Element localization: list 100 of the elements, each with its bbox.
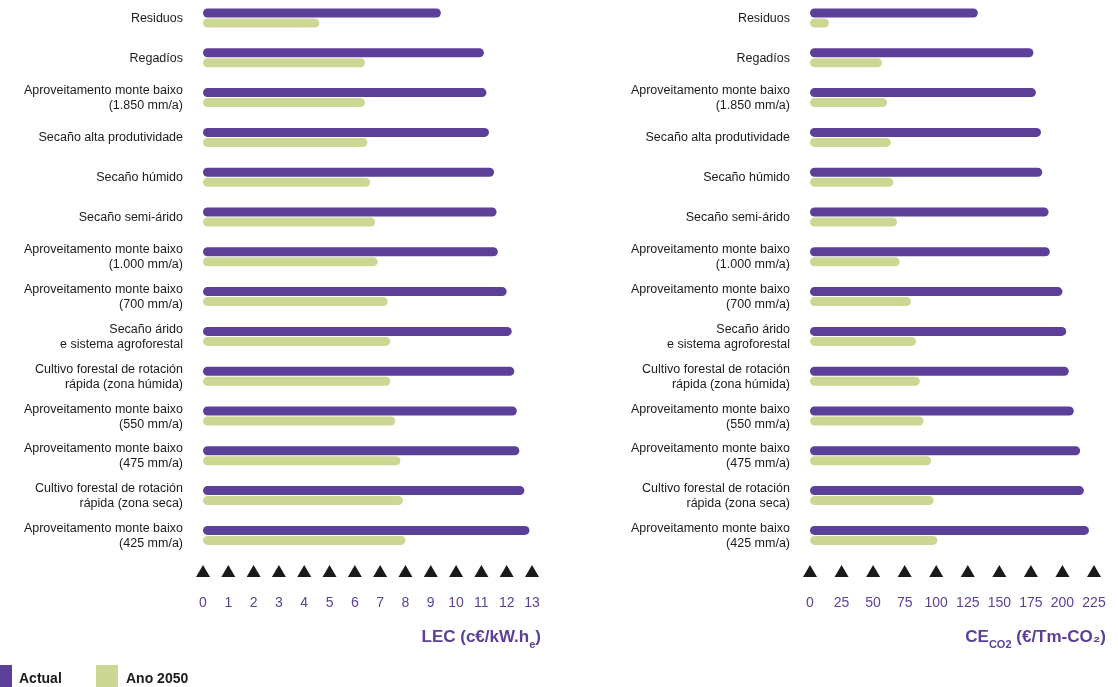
y-tick-label: Aproveitamento monte baixo (475 mm/a)	[23, 441, 184, 471]
bar	[203, 48, 484, 58]
y-tick-label: Cultivo forestal de rotación rápida (zona húmida)	[642, 361, 791, 391]
bar	[810, 247, 1050, 257]
x-tick-label: 9	[426, 594, 435, 610]
x-tick-label: 1	[224, 594, 233, 610]
y-tick-label: Secaño semi-árido	[78, 210, 184, 224]
legend-label: Actual	[19, 670, 62, 686]
x-tick-label: 25	[833, 594, 850, 610]
x-tick-label: 5	[325, 594, 334, 610]
bar	[203, 8, 441, 18]
bar	[810, 207, 1049, 217]
bar	[810, 297, 911, 307]
bar	[810, 496, 934, 506]
x-tick-label: 3	[275, 594, 284, 610]
x-tick-label: 0	[806, 594, 815, 610]
y-tick-label: Aproveitamento monte baixo (1.850 mm/a)	[23, 83, 184, 113]
bar	[810, 336, 917, 346]
bar	[810, 127, 1041, 137]
y-tick-label: Residuos	[130, 11, 183, 25]
bar	[203, 88, 487, 98]
bar	[203, 366, 515, 376]
bar	[203, 376, 391, 386]
x-tick-label: 150	[987, 594, 1012, 610]
bar	[810, 177, 894, 187]
bar	[810, 167, 1043, 177]
bar	[810, 376, 920, 386]
bar	[810, 217, 898, 227]
bar	[203, 257, 378, 267]
x-tick-label: 0	[199, 594, 208, 610]
bar	[810, 8, 978, 18]
y-tick-label: Aproveitamento monte baixo (425 mm/a)	[23, 520, 184, 550]
bar	[810, 137, 891, 147]
bar	[203, 297, 388, 307]
bar	[203, 287, 507, 297]
x-tick-label: 125	[956, 594, 980, 610]
y-tick-label: Secaño húmido	[96, 170, 184, 185]
y-tick-label: Aproveitamento monte baixo (1.850 mm/a)	[630, 83, 791, 113]
y-tick-label: Secaño alta produtividade	[645, 130, 791, 145]
bar	[203, 217, 376, 227]
x-tick-label: 4	[300, 594, 309, 610]
x-axis-title: LEC (c€/kW.h$_{e}$)	[421, 627, 541, 650]
y-tick-label: Aproveitamento monte baixo (700 mm/a)	[23, 282, 184, 312]
x-tick-label: 175	[1019, 594, 1043, 610]
y-tick-label: Aproveitamento monte baixo (700 mm/a)	[630, 282, 791, 312]
y-tick-label: Residuos	[737, 11, 790, 25]
bar	[810, 257, 900, 267]
bar	[810, 366, 1069, 376]
x-tick-label: 13	[524, 594, 540, 610]
x-tick-label: 8	[401, 594, 410, 610]
bar	[203, 446, 520, 456]
y-tick-label: Aproveitamento monte baixo (425 mm/a)	[630, 520, 791, 550]
bar	[810, 88, 1036, 98]
x-tick-label: 100	[924, 594, 949, 610]
bar	[810, 287, 1063, 297]
y-tick-label: Secaño húmido	[703, 170, 791, 185]
x-tick-label: 12	[498, 594, 515, 610]
bar	[203, 535, 406, 545]
bar	[203, 127, 489, 137]
x-axis-title: CE$_{CO2}$ (€/Tm-CO₂)	[965, 627, 1106, 650]
bar	[203, 406, 517, 416]
x-tick-label: 75	[896, 594, 913, 610]
y-tick-label: Aproveitamento monte baixo (1.000 mm/a)	[630, 242, 791, 272]
bar	[810, 486, 1084, 496]
bar	[810, 326, 1067, 336]
x-tick-label: 225	[1082, 594, 1106, 610]
bar	[203, 525, 530, 535]
y-tick-label: Aproveitamento monte baixo (1.000 mm/a)	[23, 242, 184, 272]
x-tick-label: 2	[249, 594, 258, 610]
y-tick-label: Cultivo forestal de rotación rápida (zona seca)	[642, 481, 791, 511]
x-tick-label: 11	[474, 594, 489, 610]
y-tick-label: Regadíos	[129, 50, 183, 65]
bar	[810, 525, 1089, 535]
bar	[203, 416, 396, 426]
bar	[203, 98, 365, 108]
y-tick-label: Aproveitamento monte baixo (550 mm/a)	[23, 401, 184, 431]
bar	[203, 137, 368, 147]
bar	[810, 58, 882, 68]
bar	[810, 406, 1074, 416]
bar	[810, 535, 938, 545]
y-tick-label: Secaño árido e sistema agroforestal	[60, 321, 184, 351]
bar	[810, 456, 932, 466]
bar	[810, 446, 1081, 456]
legend-label: Ano 2050	[126, 670, 189, 686]
bar	[203, 486, 525, 496]
y-tick-label: Regadíos	[736, 50, 790, 65]
y-tick-label: Secaño semi-árido	[685, 210, 791, 224]
y-tick-label: Cultivo forestal de rotación rápida (zona seca)	[35, 481, 184, 511]
bar	[203, 247, 498, 257]
bar	[203, 336, 391, 346]
x-tick-label: 200	[1050, 594, 1075, 610]
y-tick-label: Aproveitamento monte baixo (550 mm/a)	[630, 401, 791, 431]
bar	[203, 496, 403, 506]
x-tick-label: 10	[448, 594, 465, 610]
bar	[810, 48, 1034, 58]
x-tick-label: 50	[865, 594, 882, 610]
x-tick-label: 6	[350, 594, 359, 610]
bar	[810, 98, 887, 108]
bar	[203, 167, 495, 177]
bar	[203, 177, 371, 187]
